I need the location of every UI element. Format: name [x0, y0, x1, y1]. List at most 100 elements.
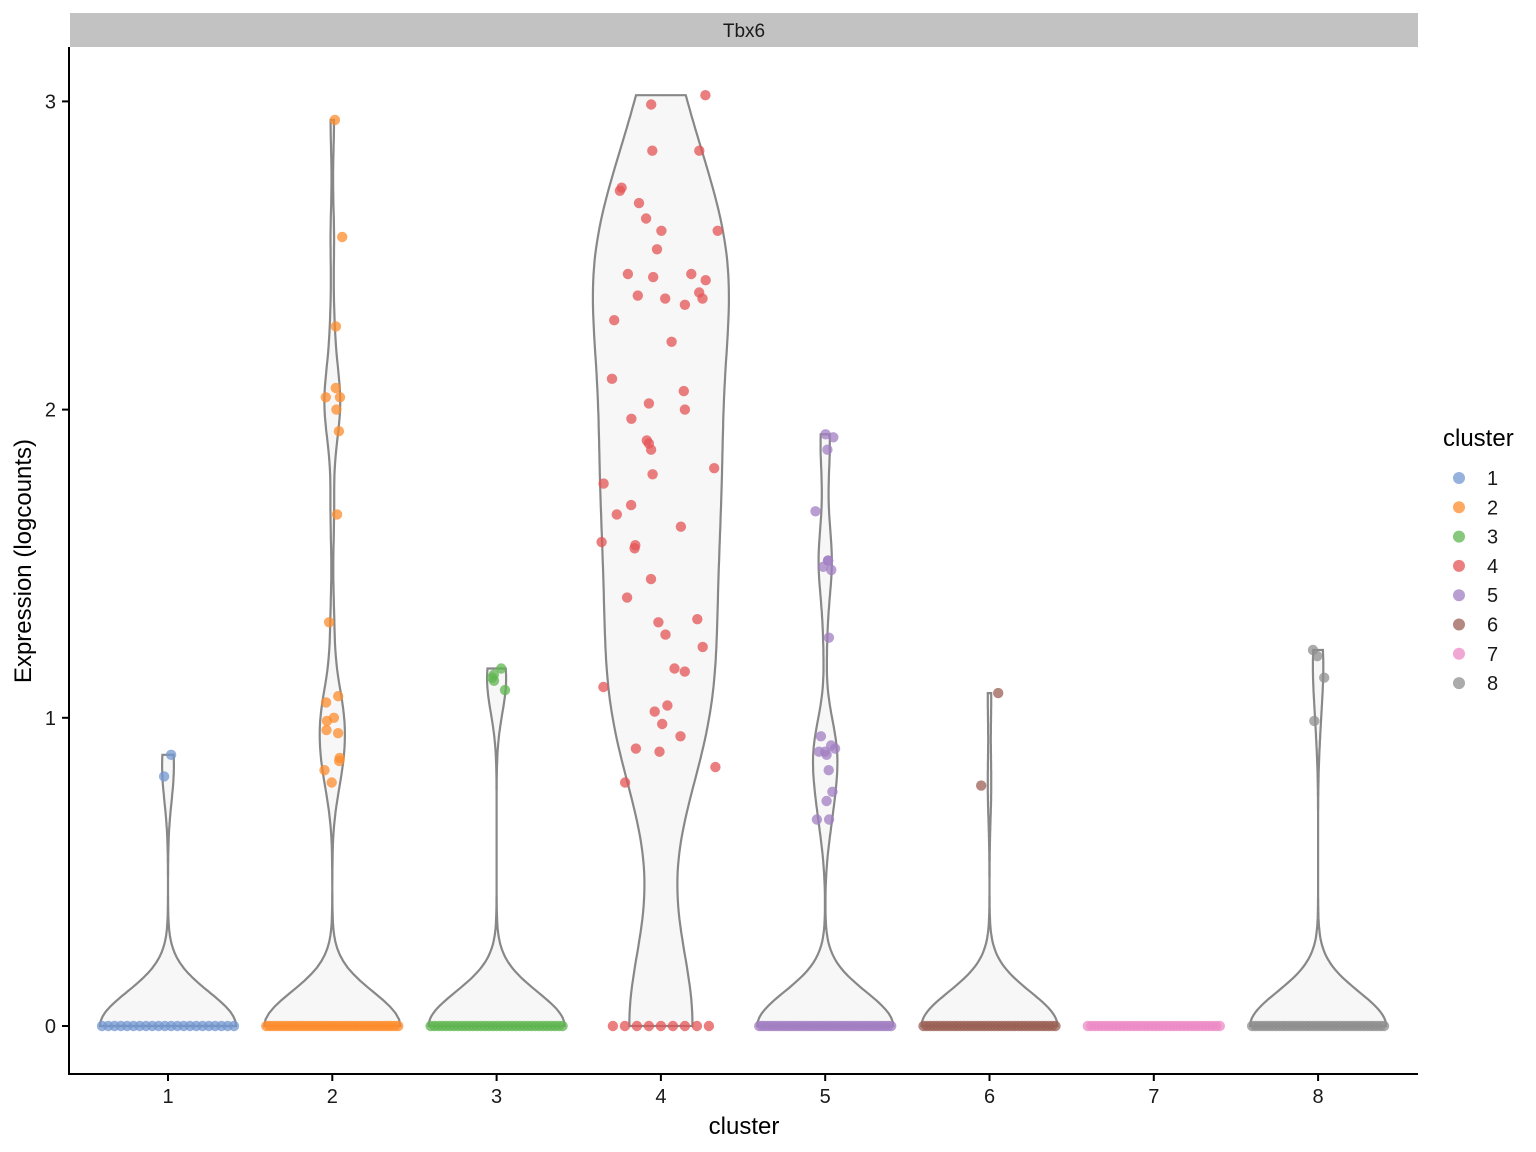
data-point [821, 795, 832, 807]
data-point [609, 315, 620, 326]
data-point [660, 629, 671, 640]
data-point [331, 509, 343, 520]
data-point [640, 213, 652, 224]
data-point [1378, 1020, 1390, 1032]
data-point [643, 1020, 655, 1032]
y-tick-label: 3 [45, 91, 56, 113]
data-point [645, 444, 657, 455]
data-point [228, 1020, 240, 1032]
legend-key-4 [1453, 559, 1465, 572]
data-point [1050, 1020, 1061, 1032]
legend-label-4: 4 [1487, 556, 1498, 578]
data-point [822, 444, 833, 455]
x-tick-label: 8 [1313, 1086, 1324, 1108]
x-tick-label: 5 [820, 1086, 831, 1108]
data-point [823, 765, 834, 776]
data-point [700, 90, 711, 101]
data-point [823, 814, 835, 825]
data-point [619, 777, 631, 788]
y-axis-ticks: 0 1 2 3 [45, 91, 69, 1038]
data-point [557, 1020, 568, 1032]
y-axis-title: Expression (logcounts) [10, 439, 37, 683]
legend-key-1 [1453, 472, 1465, 484]
data-point [823, 632, 835, 643]
data-point [810, 506, 821, 517]
data-point [630, 743, 642, 754]
data-point [697, 641, 708, 653]
violin-cluster-8 [1248, 648, 1388, 1028]
legend-label-2: 2 [1487, 497, 1498, 519]
data-point [662, 700, 673, 711]
data-point [827, 786, 838, 797]
data-point [697, 293, 708, 304]
facet-strip [70, 13, 1418, 47]
data-point [607, 1020, 619, 1032]
data-point [648, 271, 659, 283]
data-point [686, 268, 697, 280]
x-tick-label: 3 [491, 1086, 502, 1108]
data-point [1214, 1020, 1226, 1032]
y-tick-label: 0 [45, 1016, 56, 1038]
data-point [828, 432, 839, 443]
violin-cluster-4 [591, 94, 730, 1028]
data-point [499, 684, 511, 696]
data-point [667, 1020, 679, 1032]
data-point [632, 290, 643, 301]
legend-key-3 [1453, 530, 1465, 543]
legend-label-7: 7 [1487, 644, 1498, 666]
data-point [679, 404, 691, 415]
data-point [334, 392, 346, 403]
x-axis-title: cluster [709, 1113, 780, 1140]
data-point [319, 765, 330, 776]
data-point [158, 771, 170, 782]
x-tick-label: 7 [1148, 1086, 1159, 1108]
violin-cluster-5 [755, 433, 895, 1028]
violin-cluster-3 [427, 667, 566, 1028]
data-point [703, 1020, 715, 1032]
data-point [818, 561, 829, 572]
data-point [657, 718, 668, 730]
data-point [649, 706, 660, 717]
data-point [625, 499, 637, 511]
data-point [656, 225, 667, 236]
legend: cluster 1 2 3 4 5 6 7 8 [1443, 425, 1514, 695]
legend-items: 1 2 3 4 5 6 7 8 [1453, 468, 1498, 695]
facet-title: Tbx6 [723, 21, 765, 42]
data-point [655, 1020, 667, 1032]
data-point [393, 1020, 404, 1032]
data-point [647, 469, 658, 480]
data-point [669, 663, 680, 674]
data-point [606, 373, 618, 384]
data-point [611, 509, 622, 520]
data-point [331, 404, 342, 415]
data-point [815, 731, 827, 742]
data-point [321, 715, 333, 727]
data-point [647, 145, 658, 156]
data-point [488, 675, 500, 686]
data-point [320, 392, 331, 403]
data-point [598, 478, 609, 489]
data-point [712, 225, 723, 236]
violin-cluster-6 [920, 692, 1059, 1028]
data-point [692, 614, 703, 625]
data-point [811, 814, 823, 825]
data-point [633, 197, 645, 209]
data-point [1319, 672, 1330, 683]
x-tick-label: 1 [162, 1086, 173, 1108]
legend-key-5 [1453, 589, 1465, 602]
data-point [323, 617, 335, 628]
data-point [621, 592, 633, 603]
data-point [646, 99, 657, 110]
legend-key-6 [1453, 618, 1465, 631]
data-point [675, 521, 687, 532]
data-point [496, 663, 507, 674]
data-point [165, 749, 177, 760]
data-point [330, 321, 342, 332]
y-tick-label: 2 [45, 400, 56, 422]
violin-cluster-1 [98, 753, 238, 1028]
legend-label-5: 5 [1487, 585, 1498, 607]
data-point [679, 1020, 691, 1032]
data-point [821, 749, 832, 760]
data-point [651, 244, 663, 255]
